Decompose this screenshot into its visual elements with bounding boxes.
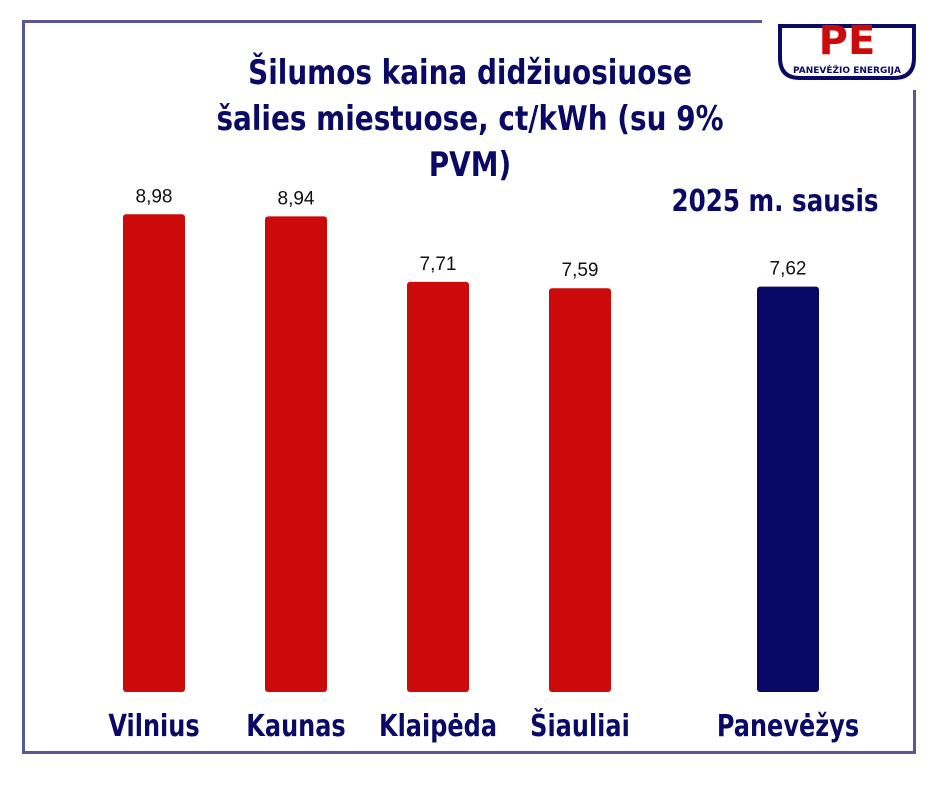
bar-5 <box>757 286 819 692</box>
logo-letters: PE <box>819 18 876 64</box>
period-annotation: 2025 m. sausis <box>671 184 879 219</box>
logo-text: PANEVĖŽIO ENERGIJA <box>793 64 901 76</box>
bar-2 <box>265 216 327 692</box>
category-label-1: Vilnius <box>108 709 199 743</box>
bar-1 <box>123 214 185 693</box>
category-label-5: Panevėžys <box>717 709 859 743</box>
value-label-1: 8,98 <box>136 186 173 207</box>
category-label-4: Šiauliai <box>530 708 630 743</box>
value-label-3: 7,71 <box>420 254 457 275</box>
chart-title: Šilumos kaina didžiuosiuose šalies miest… <box>216 53 724 185</box>
company-logo: PE PANEVĖŽIO ENERGIJA <box>778 18 916 80</box>
value-label-2: 8,94 <box>278 188 315 209</box>
bar-3 <box>407 281 469 692</box>
chart-frame <box>22 20 916 754</box>
value-label-5: 7,62 <box>770 259 807 280</box>
value-label-4: 7,59 <box>562 260 599 281</box>
bar-4 <box>549 288 611 692</box>
category-label-2: Kaunas <box>246 709 345 743</box>
category-label-3: Klaipėda <box>379 709 497 743</box>
